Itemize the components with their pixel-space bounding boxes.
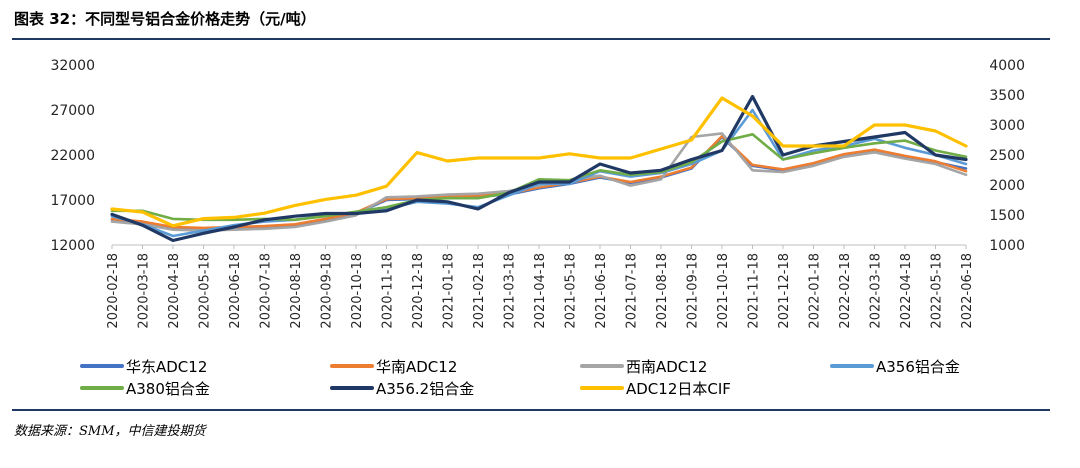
chart-axes: 12000 17000 22000 27000 32000 1000 1500 2000 250… [50, 58, 1025, 329]
series-line-1 [110, 134, 968, 230]
x-tick-label: 2022-04-18 [899, 253, 914, 329]
x-tick-label: 2021-10-18 [716, 253, 731, 329]
x-tick-label: 2020-06-18 [228, 253, 243, 329]
legend-swatch [580, 364, 624, 368]
y-left-tick-label: 27000 [50, 103, 95, 119]
x-tick-label: 2021-02-18 [472, 253, 487, 329]
x-tick-label: 2021-08-18 [655, 253, 670, 329]
x-tick-label: 2020-10-18 [350, 253, 365, 329]
x-tick-label: 2021-04-18 [533, 253, 548, 329]
x-tick-label: 2021-09-18 [686, 253, 701, 329]
x-tick-label: 2020-09-18 [320, 253, 335, 329]
x-tick-label: 2020-11-18 [381, 253, 396, 329]
y-right-tick-label: 4000 [989, 58, 1025, 74]
y-right-tick-label: 2500 [989, 148, 1025, 164]
x-tick-label: 2020-07-18 [259, 253, 274, 329]
legend-item: 西南ADC12 [580, 355, 707, 377]
title-rule [12, 38, 1050, 40]
x-tick-label: 2020-03-18 [137, 253, 152, 329]
legend-item: 华东ADC12 [80, 355, 207, 377]
y-right-tick-label: 3000 [989, 118, 1025, 134]
legend-swatch [830, 364, 874, 368]
legend-item: A380铝合金 [80, 377, 210, 399]
y-left-tick-label: 17000 [50, 193, 95, 209]
series-line-4 [110, 133, 968, 222]
x-tick-label: 2021-01-18 [442, 253, 457, 329]
y-right-tick-label: 1500 [989, 208, 1025, 224]
legend-swatch [580, 386, 624, 390]
chart-legend: 华东ADC12 华南ADC12 西南ADC12 A356铝合金 A380铝合金 A356.… [80, 355, 1060, 399]
x-tick-label: 2021-03-18 [503, 253, 518, 329]
x-tick-label: 2021-07-18 [625, 253, 640, 329]
legend-label: A356.2铝合金 [376, 379, 475, 398]
x-tick-label: 2022-03-18 [869, 253, 884, 329]
legend-label: 西南ADC12 [626, 357, 708, 376]
legend-swatch [330, 364, 374, 368]
x-tick-label: 2020-04-18 [167, 253, 182, 329]
x-tick-label: 2021-11-18 [747, 253, 762, 329]
legend-swatch [80, 386, 124, 390]
x-tick-label: 2022-01-18 [808, 253, 823, 329]
source-note: 数据来源：SMM，中信建投期货 [14, 424, 206, 439]
series-line-2 [110, 132, 968, 232]
x-tick-label: 2020-02-18 [106, 253, 121, 329]
figure-title: 图表 32：不同型号铝合金价格走势（元/吨） [14, 10, 316, 28]
y-right-tick-label: 1000 [989, 238, 1025, 254]
legend-label: 华东ADC12 [126, 357, 208, 376]
x-tick-label: 2022-05-18 [930, 253, 945, 329]
x-tick-label: 2022-02-18 [838, 253, 853, 329]
y-left-tick-label: 32000 [50, 58, 95, 74]
legend-label: A380铝合金 [126, 379, 210, 398]
legend-label: A356铝合金 [876, 357, 960, 376]
legend-item: A356.2铝合金 [330, 377, 474, 399]
x-tick-label: 2020-12-18 [411, 253, 426, 329]
x-tick-label: 2021-12-18 [777, 253, 792, 329]
legend-item: A356铝合金 [830, 355, 960, 377]
x-tick-label: 2021-06-18 [594, 253, 609, 329]
legend-swatch [330, 386, 374, 390]
legend-label: ADC12日本CIF [626, 379, 731, 398]
x-tick-label: 2020-08-18 [289, 253, 304, 329]
chart-series-lines [110, 94, 968, 243]
y-right-tick-label: 2000 [989, 178, 1025, 194]
x-tick-label: 2021-05-18 [564, 253, 579, 329]
legend-label: 华南ADC12 [376, 357, 458, 376]
y-left-tick-label: 12000 [50, 238, 95, 254]
y-left-tick-label: 22000 [50, 148, 95, 164]
x-tick-label: 2022-06-18 [960, 253, 975, 329]
source-rule [12, 409, 1050, 411]
y-right-tick-label: 3500 [989, 88, 1025, 104]
legend-item: 华南ADC12 [330, 355, 457, 377]
legend-swatch [80, 364, 124, 368]
x-tick-label: 2020-05-18 [198, 253, 213, 329]
series-line-6 [110, 96, 968, 228]
legend-item: ADC12日本CIF [580, 377, 731, 399]
